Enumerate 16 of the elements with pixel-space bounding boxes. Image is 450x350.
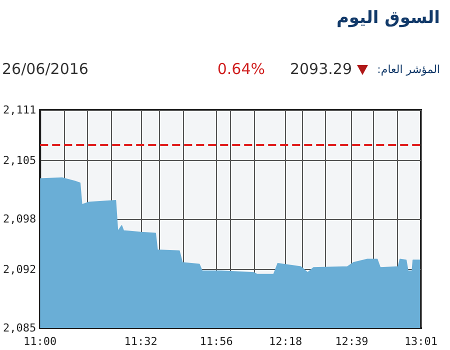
- y-tick-label: 2,085: [2, 322, 36, 334]
- x-tick-label: 11:00: [24, 335, 57, 348]
- text: 26/06/2016: [2, 60, 88, 78]
- y-tick-label: 2,098: [2, 212, 36, 226]
- x-tick-label: 11:32: [124, 335, 158, 348]
- y-tick-label: 2,092: [2, 262, 36, 276]
- text: 2093.29: [290, 60, 352, 78]
- x-tick-label: 12:18: [269, 335, 302, 348]
- text: المؤشر العام:: [377, 63, 440, 76]
- y-tick-label: 2,111: [2, 104, 36, 116]
- x-tick-label: 12:39: [335, 335, 368, 348]
- x-tick-label: 13:01: [404, 335, 438, 348]
- chart-title: السوق اليوم: [336, 8, 440, 28]
- text: 0.64%: [217, 60, 265, 78]
- y-tick-label: 2,105: [2, 154, 36, 167]
- x-tick-label: 11:56: [200, 335, 233, 348]
